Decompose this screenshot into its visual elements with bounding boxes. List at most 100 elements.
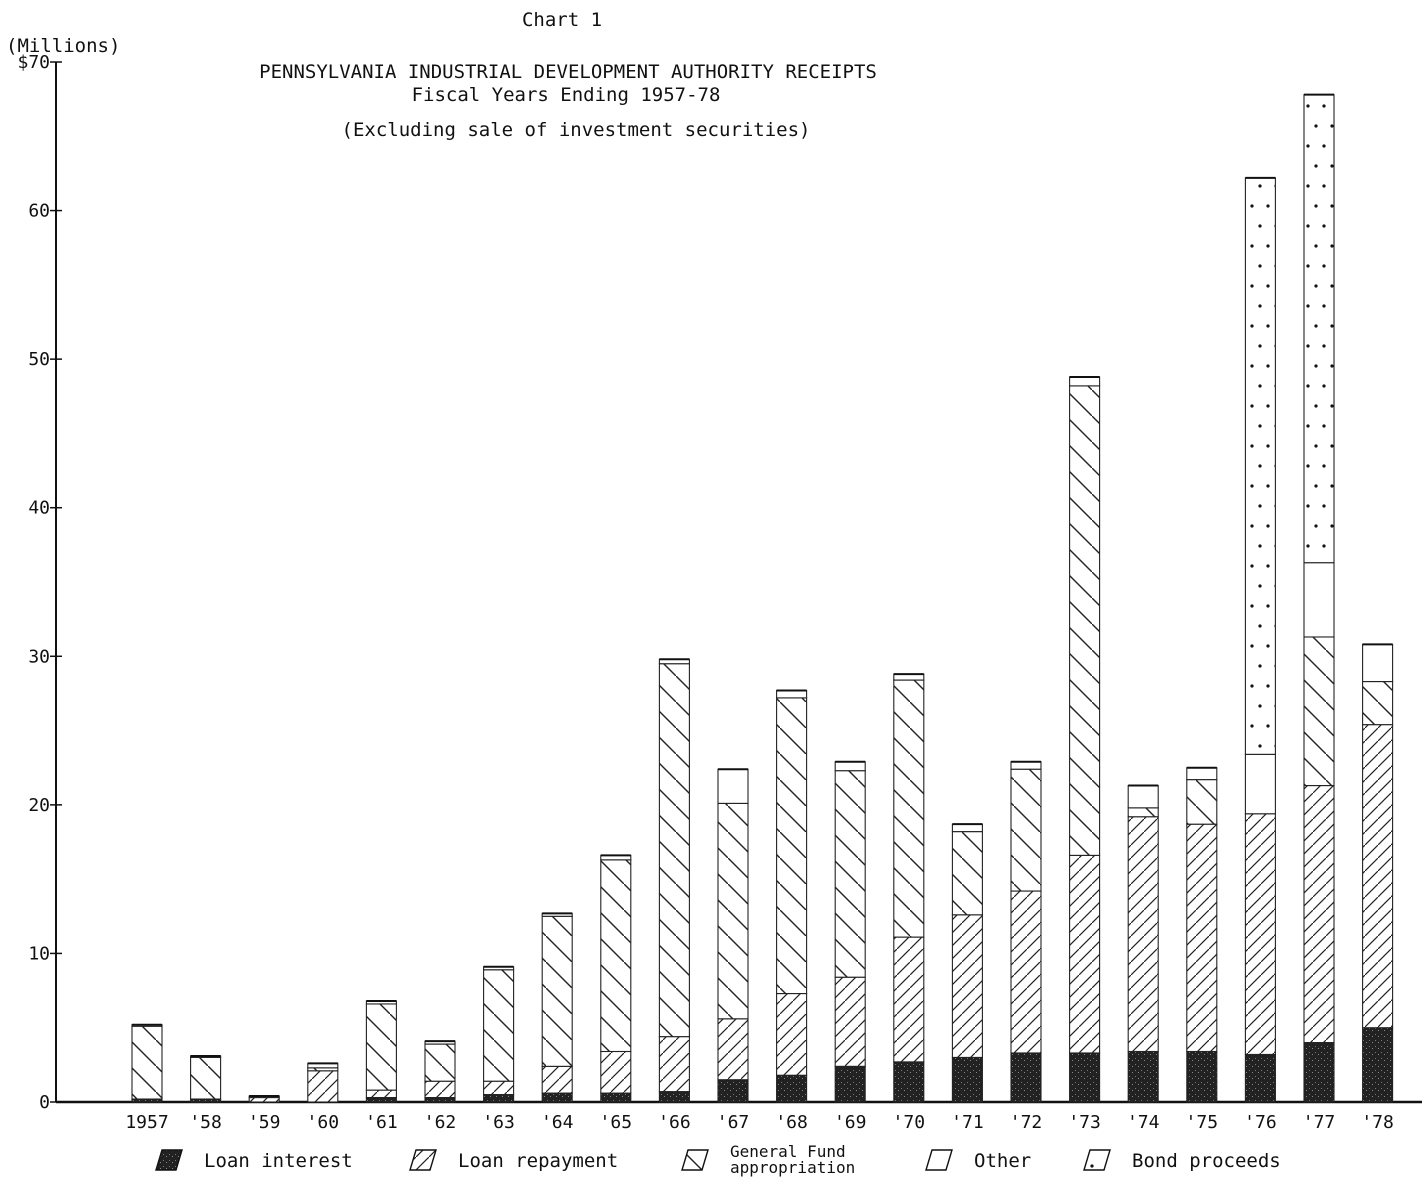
- bar-segment-loan-repayment: [365, 1089, 397, 1099]
- bar-segment-loan-repayment: [307, 1070, 339, 1103]
- bar-segment-loan-repayment: [834, 976, 866, 1067]
- bar-segment-other: [1069, 376, 1101, 387]
- bar-segment-general-fund-appropriation: [365, 1003, 397, 1091]
- legend-label: Bond proceeds: [1132, 1150, 1281, 1172]
- legend-label: Loan repayment: [458, 1150, 618, 1172]
- legend-label: General Fund: [730, 1142, 846, 1161]
- bar-segment-general-fund-appropriation: [717, 802, 749, 1020]
- bar-segment-other: [776, 689, 808, 699]
- bar-segment-loan-repayment: [1186, 823, 1218, 1053]
- bars: [131, 93, 1394, 1103]
- y-axis-label: (Millions): [6, 35, 120, 57]
- bar-segment-loan-repayment: [483, 1080, 515, 1096]
- bar-segment-general-fund-appropriation: [1186, 779, 1218, 825]
- bar-segment-other: [1010, 761, 1042, 770]
- bar-segment-loan-interest: [834, 1065, 866, 1103]
- legend-swatch-hatch-back: [681, 1149, 709, 1171]
- bar-segment-other: [717, 768, 749, 804]
- y-tick-label: 60: [28, 201, 50, 222]
- chart-header: Chart 1: [522, 9, 602, 31]
- bar-segment-loan-interest: [365, 1096, 397, 1103]
- x-tick-label: '67: [717, 1112, 750, 1133]
- bar-segment-other: [1303, 562, 1335, 638]
- bar-segment-loan-repayment: [1069, 854, 1101, 1054]
- bar-segment-general-fund-appropriation: [1362, 680, 1394, 726]
- x-tick-label: '59: [248, 1112, 281, 1133]
- bar-segment-loan-repayment: [658, 1036, 690, 1093]
- bar-segment-loan-interest: [1069, 1052, 1101, 1103]
- x-tick-label: '68: [775, 1112, 808, 1133]
- bar-segment-general-fund-appropriation: [658, 663, 690, 1038]
- x-tick-label: '72: [1010, 1112, 1043, 1133]
- bar-segment-loan-repayment: [248, 1096, 280, 1103]
- x-tick-label: '70: [893, 1112, 926, 1133]
- bar-segment-general-fund-appropriation: [1069, 385, 1101, 856]
- bar-segment-loan-interest: [424, 1096, 456, 1103]
- bar-segment-loan-interest: [893, 1061, 925, 1103]
- bar-segment-bond-proceeds: [1303, 94, 1335, 564]
- x-tick-label: '76: [1244, 1112, 1277, 1133]
- x-tick-label: '77: [1303, 1112, 1336, 1133]
- y-tick-label: 20: [28, 795, 50, 816]
- y-axis-ticks: 0 10 20 30 40 50 60 $70: [17, 52, 62, 1113]
- bar-segment-general-fund-appropriation: [893, 679, 925, 938]
- bar-segment-loan-repayment: [1244, 813, 1276, 1056]
- bar-segment-other: [834, 761, 866, 772]
- bar-segment-loan-repayment: [1303, 784, 1335, 1044]
- x-tick-label: '71: [951, 1112, 984, 1133]
- legend-label: Loan interest: [204, 1150, 353, 1172]
- chart-title: PENNSYLVANIA INDUSTRIAL DEVELOPMENT AUTH…: [259, 61, 877, 83]
- bar-segment-loan-interest: [1244, 1053, 1276, 1103]
- x-tick-label: '74: [1127, 1112, 1160, 1133]
- bar-segment-loan-interest: [717, 1079, 749, 1103]
- bar-segment-loan-repayment: [951, 914, 983, 1058]
- bar-segment-loan-repayment: [717, 1018, 749, 1081]
- y-tick-label: 50: [28, 349, 50, 370]
- bar-segment-general-fund-appropriation: [541, 915, 573, 1067]
- legend-swatch-solid-dark: [155, 1149, 183, 1171]
- x-tick-label: '64: [541, 1112, 574, 1133]
- bar-segment-loan-interest: [483, 1094, 515, 1103]
- chart-note: (Excluding sale of investment securities…: [342, 119, 811, 141]
- bar-segment-loan-repayment: [1127, 816, 1159, 1053]
- bar-segment-loan-interest: [776, 1074, 808, 1103]
- x-tick-label: '63: [482, 1112, 515, 1133]
- y-tick-label: $70: [17, 52, 50, 73]
- chart-subtitle: Fiscal Years Ending 1957-78: [412, 84, 721, 106]
- bar-segment-loan-repayment: [776, 992, 808, 1076]
- bar-segment-loan-repayment: [1010, 890, 1042, 1054]
- legend: Loan interest Loan repayment General Funda…: [155, 1142, 1281, 1177]
- bar-segment-general-fund-appropriation: [1010, 768, 1042, 892]
- bar-segment-loan-interest: [1362, 1027, 1394, 1103]
- bar-segment-loan-interest: [1186, 1050, 1218, 1103]
- bar-segment-loan-repayment: [600, 1050, 632, 1094]
- bar-segment-general-fund-appropriation: [600, 859, 632, 1053]
- bar-segment-other: [1186, 767, 1218, 781]
- legend-swatch-dotted: [1083, 1149, 1111, 1171]
- bar-segment-other: [1244, 753, 1276, 815]
- y-tick-label: 10: [28, 943, 50, 964]
- x-tick-label: '69: [834, 1112, 867, 1133]
- bar-segment-general-fund-appropriation: [834, 770, 866, 978]
- x-tick-label: '66: [658, 1112, 691, 1133]
- x-tick-label: '62: [424, 1112, 457, 1133]
- x-tick-label: '75: [1186, 1112, 1219, 1133]
- bar-segment-loan-interest: [951, 1056, 983, 1103]
- legend-swatch-hatch-forward: [409, 1149, 437, 1171]
- legend-swatch-open: [925, 1149, 953, 1171]
- bar-segment-general-fund-appropriation: [776, 697, 808, 995]
- y-tick-label: 30: [28, 646, 50, 667]
- bar-segment-loan-interest: [541, 1092, 573, 1103]
- y-tick-label: 40: [28, 498, 50, 519]
- bar-segment-loan-repayment: [1362, 724, 1394, 1029]
- x-tick-label: '65: [600, 1112, 633, 1133]
- bar-segment-loan-repayment: [893, 936, 925, 1063]
- bar-segment-general-fund-appropriation: [131, 1025, 163, 1100]
- bar-segment-general-fund-appropriation: [1303, 636, 1335, 787]
- bar-segment-general-fund-appropriation: [1127, 807, 1159, 818]
- bar-segment-loan-interest: [1010, 1052, 1042, 1103]
- bar-segment-loan-interest: [1127, 1050, 1159, 1103]
- bar-segment-general-fund-appropriation: [190, 1056, 222, 1100]
